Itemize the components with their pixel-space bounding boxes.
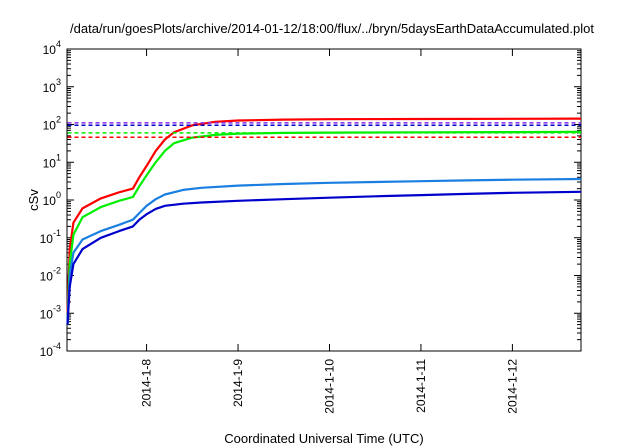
y-tick-label: 10-3 xyxy=(40,303,61,321)
plot-area xyxy=(66,48,582,352)
x-tick-label: 2014-1-9 xyxy=(231,359,245,407)
y-tick-label: 10-4 xyxy=(40,341,61,359)
series-line xyxy=(66,177,582,325)
y-tick-label: 101 xyxy=(43,152,61,170)
y-tick-label: 10-2 xyxy=(40,266,61,284)
chart-title: /data/run/goesPlots/archive/2014-01-12/1… xyxy=(70,21,594,36)
series-layer xyxy=(66,117,582,325)
x-tick-label: 2014-1-11 xyxy=(414,359,428,413)
y-tick-label: 10-1 xyxy=(40,228,61,246)
x-tick-label: 2014-1-10 xyxy=(322,359,336,414)
x-axis: 2014-1-8 2014-1-9 2014-1-10 2014-1-11 2014-1… xyxy=(140,49,519,414)
series-line xyxy=(66,117,582,314)
y-tick-label: 100 xyxy=(43,190,61,208)
y-tick-label: 102 xyxy=(43,115,61,133)
x-tick-label: 2014-1-12 xyxy=(505,359,519,414)
y-axis: 10-4 10-3 10-2 10-1 100 101 102 103 104 xyxy=(40,39,581,359)
series-line xyxy=(66,130,582,325)
y-axis-label: cSv xyxy=(26,189,41,211)
y-tick-label: 103 xyxy=(43,77,61,95)
y-tick-label: 104 xyxy=(43,39,61,57)
series-line xyxy=(66,190,582,325)
x-tick-label: 2014-1-8 xyxy=(140,359,154,407)
plot-frame xyxy=(66,48,582,352)
x-axis-label: Coordinated Universal Time (UTC) xyxy=(224,431,423,446)
